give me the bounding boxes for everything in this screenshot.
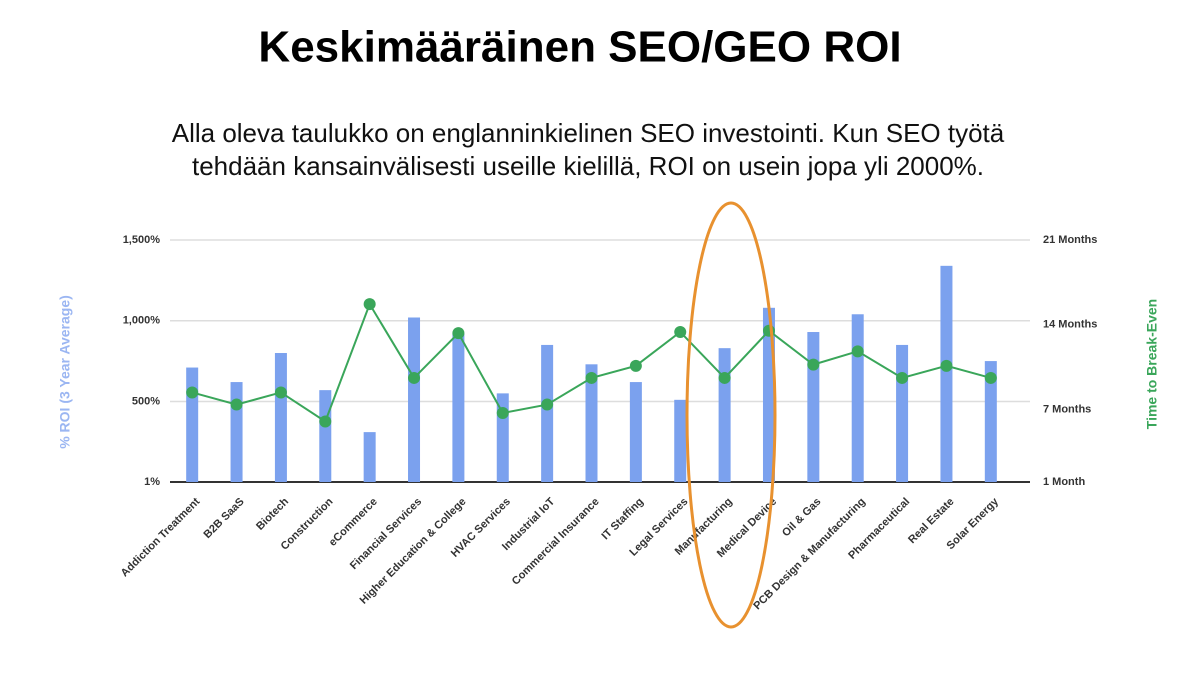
bar — [807, 332, 820, 482]
bar — [186, 367, 199, 482]
line-point — [541, 398, 554, 411]
x-tick-label: IT Staffing — [600, 496, 647, 543]
line-point — [940, 359, 953, 372]
line-point — [807, 358, 820, 371]
subtitle: Alla oleva taulukko on englanninkielinen… — [172, 118, 1005, 148]
line-point — [452, 327, 465, 340]
x-tick-label: Commercial Insurance — [510, 496, 602, 588]
y-tick-label: 1% — [144, 476, 160, 488]
line-point — [851, 345, 864, 358]
y-tick-label: 500% — [132, 395, 160, 407]
bar — [585, 364, 598, 482]
bar — [408, 317, 421, 482]
y-tick-label: 1,500% — [123, 234, 161, 246]
line-point — [718, 371, 731, 384]
bar — [718, 348, 731, 482]
bar — [940, 265, 953, 482]
line-point — [629, 359, 642, 372]
y2-tick-label: 7 Months — [1043, 403, 1091, 415]
chart-title: Keskimääräinen SEO/GEO ROI — [258, 23, 901, 72]
x-tick-label: Addiction Treatment — [119, 495, 203, 579]
bar — [541, 344, 554, 482]
y2-tick-label: 1 Month — [1043, 476, 1085, 488]
line-point — [408, 371, 421, 384]
line-point — [363, 298, 376, 311]
y-axis-label: % ROI (3 Year Average) — [57, 295, 73, 449]
subtitle: tehdään kansainvälisesti useille kielill… — [192, 151, 984, 181]
bar — [274, 353, 287, 482]
y2-axis-label: Time to Break-Even — [1144, 299, 1160, 429]
bar — [230, 382, 243, 482]
line-point — [674, 325, 687, 338]
line-point — [984, 371, 997, 384]
line-point — [319, 415, 332, 428]
x-tick-label: B2B SaaS — [201, 496, 246, 541]
y2-tick-label: 14 Months — [1043, 319, 1097, 331]
bar — [452, 333, 465, 482]
line-point — [496, 407, 509, 420]
y2-tick-label: 21 Months — [1043, 234, 1097, 246]
y-tick-label: 1,000% — [123, 315, 161, 327]
plot: 1% 500% 1,000% 1,500% 1 Month 7 Months 14 Mont… — [119, 234, 1098, 612]
bar — [629, 382, 642, 482]
bar — [319, 390, 332, 482]
x-tick-label: Oil & Gas — [780, 496, 824, 540]
x-tick-label: Biotech — [254, 495, 291, 532]
line-point — [896, 371, 909, 384]
bar — [984, 361, 997, 482]
highlight-ellipse — [685, 201, 777, 629]
line-point — [585, 371, 598, 384]
line-point — [186, 386, 199, 399]
line-point — [274, 386, 287, 399]
bar — [363, 432, 376, 482]
line-point — [230, 398, 243, 411]
bar — [851, 314, 864, 482]
bar — [674, 399, 687, 482]
bar — [896, 344, 909, 482]
